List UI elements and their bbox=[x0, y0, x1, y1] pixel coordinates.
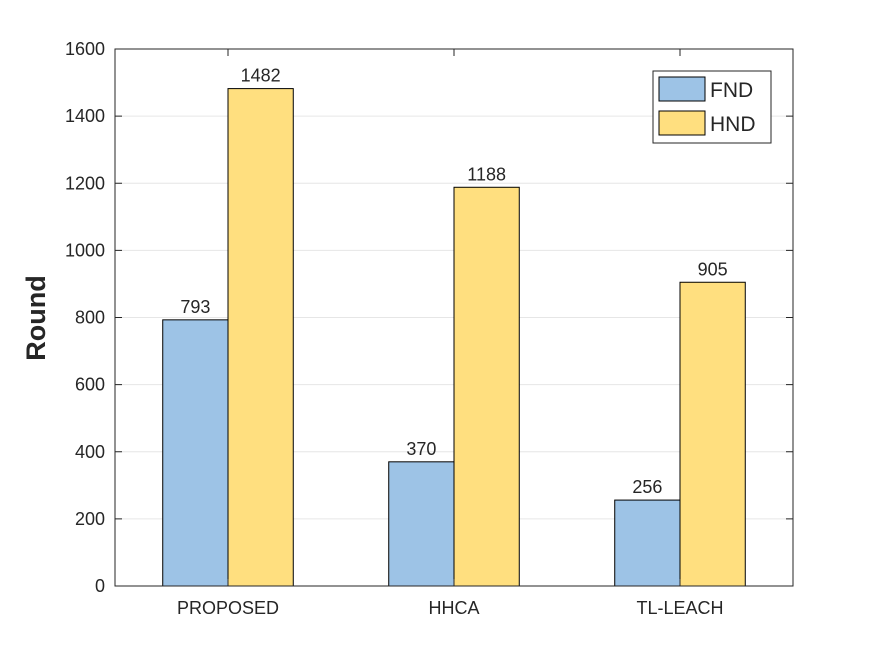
y-tick-label: 400 bbox=[75, 442, 105, 462]
bar-data-label: 1482 bbox=[241, 66, 281, 86]
bars bbox=[162, 88, 746, 587]
y-tick-label: 1600 bbox=[65, 39, 105, 59]
bar bbox=[679, 281, 746, 587]
bar-data-label: 905 bbox=[698, 259, 728, 279]
x-tick-label: HHCA bbox=[428, 598, 479, 618]
x-axis-ticks: PROPOSED HHCA TL-LEACH bbox=[177, 49, 724, 618]
legend-label: FND bbox=[710, 79, 753, 102]
y-tick-label: 1400 bbox=[65, 106, 105, 126]
y-axis-ticks: 0 200 400 600 800 1000 1200 1400 1600 bbox=[65, 39, 793, 596]
bar-data-label: 1188 bbox=[467, 164, 506, 184]
y-tick-label: 1000 bbox=[65, 240, 105, 260]
y-tick-label: 200 bbox=[75, 509, 105, 529]
x-tick-label: TL-LEACH bbox=[636, 598, 723, 618]
legend-swatch bbox=[658, 76, 706, 102]
legend: FND HND bbox=[652, 70, 772, 144]
data-labels: 793 1482 370 1188 256 905 bbox=[180, 66, 727, 497]
bar bbox=[388, 461, 455, 587]
y-tick-label: 800 bbox=[75, 308, 105, 328]
bar bbox=[614, 499, 681, 587]
bar-data-label: 370 bbox=[406, 439, 436, 459]
bar bbox=[162, 319, 229, 587]
y-tick-label: 0 bbox=[95, 576, 105, 596]
legend-label: HND bbox=[710, 113, 756, 136]
bar-data-label: 793 bbox=[180, 297, 210, 317]
legend-swatch bbox=[658, 110, 706, 136]
x-tick-label: PROPOSED bbox=[177, 598, 279, 618]
y-axis-label: Round bbox=[21, 275, 51, 360]
bar bbox=[453, 186, 520, 587]
y-tick-label: 1200 bbox=[65, 173, 105, 193]
y-tick-label: 600 bbox=[75, 375, 105, 395]
bar-data-label: 256 bbox=[632, 477, 662, 497]
bar bbox=[227, 88, 294, 587]
